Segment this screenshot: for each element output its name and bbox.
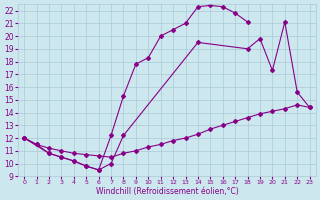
- X-axis label: Windchill (Refroidissement éolien,°C): Windchill (Refroidissement éolien,°C): [96, 187, 238, 196]
